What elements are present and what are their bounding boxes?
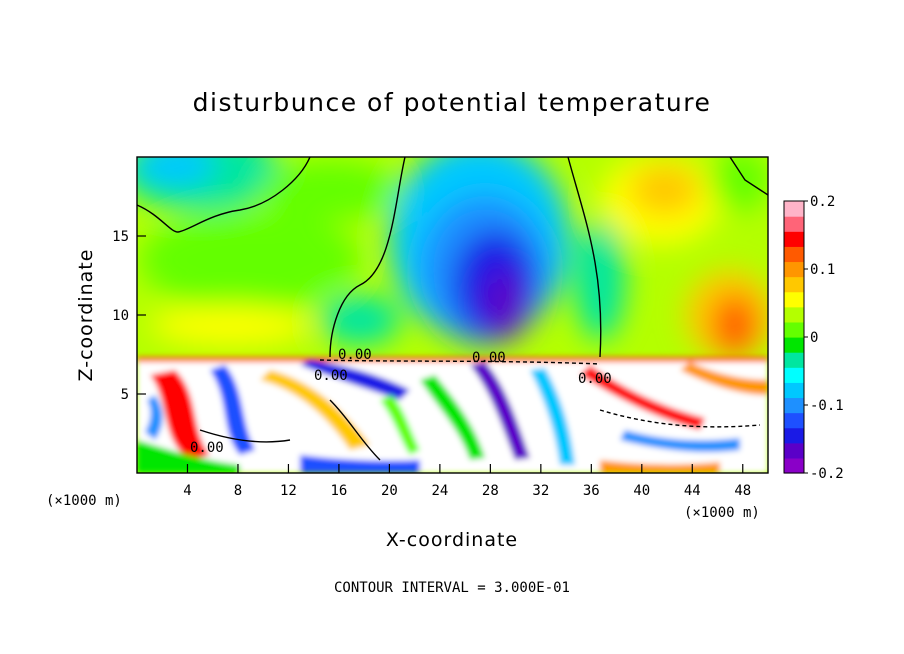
x-unit-label: (×1000 m) bbox=[684, 505, 760, 521]
x-tick-label: 16 bbox=[330, 483, 347, 499]
x-tick-label: 48 bbox=[734, 483, 751, 499]
colorbar-segment bbox=[784, 442, 804, 459]
contour-label: 0.00 bbox=[578, 371, 612, 387]
contour-line bbox=[319, 359, 601, 365]
contour-line bbox=[599, 409, 761, 428]
colorbar-segment bbox=[784, 216, 804, 232]
colorbar-segment bbox=[784, 201, 804, 217]
x-tick-label: 40 bbox=[633, 483, 650, 499]
y-tick-label: 5 bbox=[121, 387, 129, 403]
x-tick-label: 32 bbox=[532, 483, 549, 499]
colorbar-segment bbox=[784, 367, 804, 383]
contour-label: 0.00 bbox=[472, 350, 506, 366]
colorbar-segment bbox=[784, 246, 804, 263]
upper-field bbox=[137, 157, 768, 360]
y-unit-label: (×1000 m) bbox=[46, 493, 122, 509]
contour-line bbox=[137, 157, 311, 233]
x-tick-label: 12 bbox=[280, 483, 297, 499]
colorbar-tick-label: -0.2 bbox=[810, 466, 844, 482]
colorbar-segment bbox=[784, 337, 804, 353]
contour-label: 0.00 bbox=[338, 347, 372, 363]
chart-title: disturbunce of potential temperature bbox=[193, 88, 712, 117]
contour-lines bbox=[137, 157, 768, 461]
lower-turbulent-field bbox=[137, 357, 768, 473]
y-tick-label: 10 bbox=[112, 308, 129, 324]
contour-line bbox=[329, 157, 406, 358]
colorbar-segment bbox=[784, 427, 804, 444]
colorbar-tick-label: 0 bbox=[810, 330, 818, 346]
contour-line bbox=[567, 157, 602, 358]
contour-line bbox=[729, 157, 768, 196]
x-tick-label: 4 bbox=[183, 483, 191, 499]
contour-line bbox=[199, 429, 291, 443]
colorbar-segment bbox=[784, 321, 804, 338]
colorbar-tick-label: 0.1 bbox=[810, 262, 835, 278]
x-axis-label: X-coordinate bbox=[386, 529, 518, 551]
x-tick-label: 36 bbox=[583, 483, 600, 499]
contour-labels: 0.00 0.00 0.00 0.00 0.00 bbox=[190, 347, 612, 456]
x-tick-label: 24 bbox=[431, 483, 448, 499]
colorbar-tick-label: 0.2 bbox=[810, 194, 835, 210]
colorbar-segment bbox=[784, 457, 804, 474]
colorbar-segment bbox=[784, 397, 804, 414]
colorbar-segment bbox=[784, 352, 804, 368]
x-tick-label: 20 bbox=[381, 483, 398, 499]
x-axis-ticks: 4 8 12 16 20 24 28 32 36 40 44 48 bbox=[183, 464, 751, 499]
colorbar bbox=[784, 201, 804, 474]
colorbar-ticks: 0.2 0.1 0 -0.1 -0.2 bbox=[804, 194, 844, 482]
y-axis-label: Z-coordinate bbox=[75, 249, 97, 382]
colorbar-tick-label: -0.1 bbox=[810, 398, 844, 414]
x-tick-label: 8 bbox=[234, 483, 242, 499]
y-tick-label: 15 bbox=[112, 229, 129, 245]
y-axis-ticks: 5 10 15 bbox=[112, 229, 146, 403]
colorbar-segment bbox=[784, 276, 804, 293]
colorbar-segment bbox=[784, 382, 804, 399]
colorbar-segment bbox=[784, 291, 804, 308]
colorbar-segment bbox=[784, 261, 804, 278]
contour-interval: CONTOUR INTERVAL = 3.000E-01 bbox=[334, 580, 570, 596]
colorbar-segment bbox=[784, 306, 804, 323]
x-tick-label: 28 bbox=[482, 483, 499, 499]
plot-area bbox=[137, 157, 768, 473]
contour-label: 0.00 bbox=[314, 368, 348, 384]
colorbar-segment bbox=[784, 412, 804, 429]
x-tick-label: 44 bbox=[684, 483, 701, 499]
contour-line bbox=[329, 399, 381, 461]
contour-label: 0.00 bbox=[190, 440, 224, 456]
colorbar-segment bbox=[784, 231, 804, 247]
